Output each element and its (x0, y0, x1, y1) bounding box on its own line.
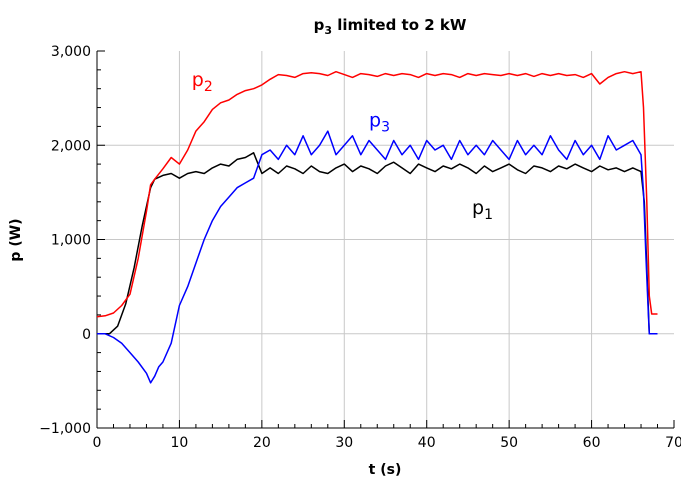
chart-title: p3 limited to 2 kW (314, 16, 467, 37)
y-tick-label: 0 (82, 327, 91, 343)
x-tick-label: 30 (335, 435, 353, 451)
series-label-p1: p1 (472, 197, 493, 223)
series-label-p3: p3 (369, 109, 390, 135)
x-axis-label: t (s) (369, 462, 402, 478)
series-line-p1 (97, 152, 658, 335)
gridlines (97, 51, 674, 428)
y-tick-label: 2,000 (51, 138, 91, 154)
series-lines (96, 70, 658, 384)
x-tick-label: 50 (500, 435, 518, 451)
y-tick-label: 1,000 (51, 233, 91, 249)
series-line-p2 (96, 70, 658, 318)
x-tick-label: 20 (253, 435, 271, 451)
series-labels: p1 p2 p3 (192, 69, 493, 223)
x-tick-label: 10 (171, 435, 189, 451)
x-tick-label: 60 (583, 435, 601, 451)
x-tick-label: 40 (418, 435, 436, 451)
series-line-p3 (97, 130, 658, 384)
x-tick-label: 0 (93, 435, 102, 451)
x-tick-label: 70 (665, 435, 681, 451)
y-tick-label: −1,000 (39, 421, 91, 437)
series-label-p2: p2 (192, 69, 213, 95)
y-tick-label: 3,000 (51, 44, 91, 60)
y-axis-label: p (W) (8, 218, 24, 261)
